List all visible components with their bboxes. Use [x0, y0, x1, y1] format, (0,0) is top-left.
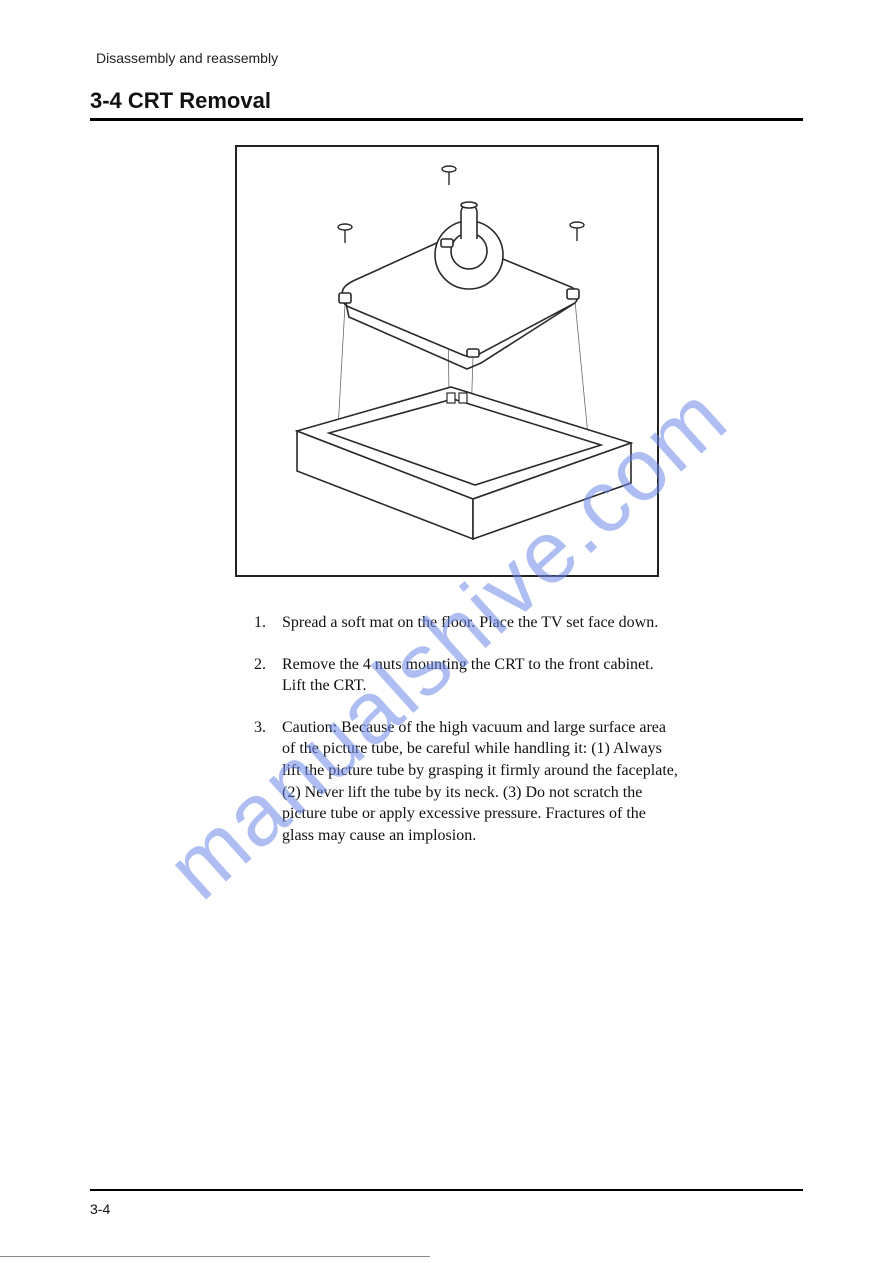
instruction-list: 1. Spread a soft mat on the floor. Place…: [250, 612, 680, 846]
step-item: 1. Spread a soft mat on the floor. Place…: [250, 612, 680, 634]
scan-edge-line: [0, 1256, 430, 1257]
step-item: 3. Caution: Because of the high vacuum a…: [250, 717, 680, 847]
step-item: 2. Remove the 4 nuts mounting the CRT to…: [250, 654, 680, 697]
page-number: 3-4: [90, 1201, 803, 1217]
chapter-label: Disassembly and reassembly: [96, 50, 803, 66]
step-number: 3.: [250, 717, 266, 847]
step-number: 2.: [250, 654, 266, 697]
step-text: Caution: Because of the high vacuum and …: [282, 717, 680, 847]
footer-rule: [90, 1189, 803, 1191]
step-text: Remove the 4 nuts mounting the CRT to th…: [282, 654, 680, 697]
section-title: 3-4 CRT Removal: [90, 88, 803, 121]
step-number: 1.: [250, 612, 266, 634]
crt-removal-figure: [235, 145, 659, 577]
step-text: Spread a soft mat on the floor. Place th…: [282, 612, 658, 634]
